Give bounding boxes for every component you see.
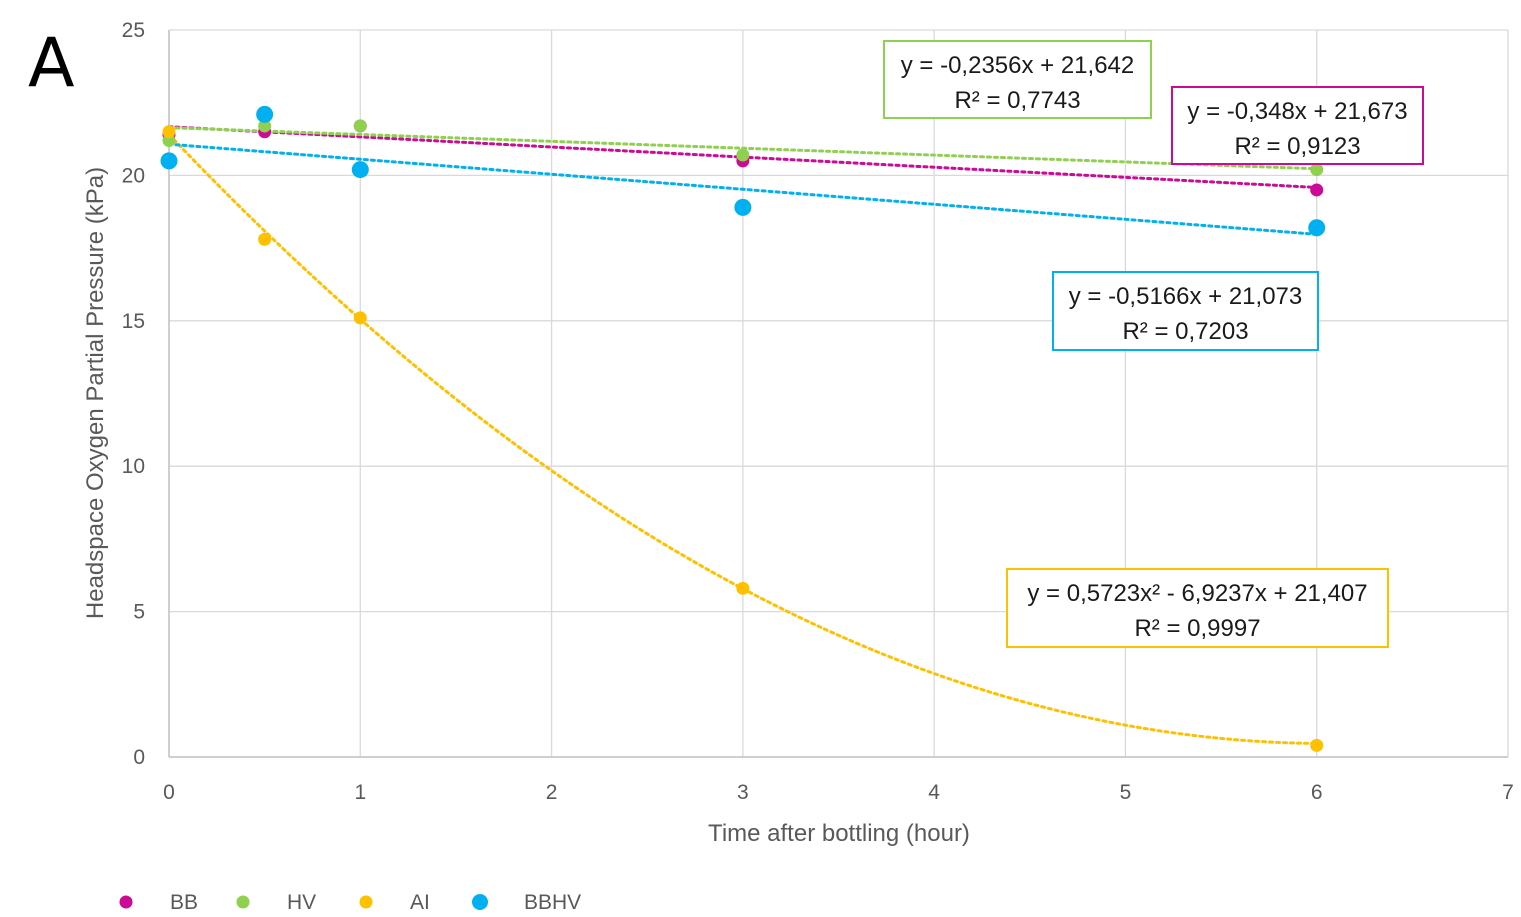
y-tick-label: 15 [122,310,145,333]
point-bbhv [256,105,274,123]
y-tick-label: 20 [122,164,145,187]
y-tick-labels: 0 5 10 15 20 25 [122,19,145,769]
point-ai [353,311,367,325]
legend-item-ai: AI [359,891,430,914]
legend-label: AI [410,891,430,914]
equation-box-bbhv: y = -0,5166x + 21,073 R² = 0,7203 [1052,271,1319,351]
point-ai [258,232,272,246]
equation-box-bb: y = -0,348x + 21,673 R² = 0,9123 [1171,86,1424,165]
equation-box-border [1052,271,1319,351]
point-bbhv [734,198,752,216]
equation-box-border [883,40,1152,119]
y-tick-label: 10 [122,455,145,478]
legend-label: BB [170,891,198,914]
point-hv [736,148,750,162]
x-tick-label: 4 [928,781,940,804]
x-tick-label: 3 [737,781,749,804]
y-tick-label: 5 [133,601,145,624]
legend-marker [472,894,488,910]
equation-boxes: y = -0,348x + 21,673 R² = 0,9123 y = -0,23… [883,40,1424,648]
legend-label: HV [287,891,316,914]
y-axis-title: Headspace Oxygen Partial Pressure (kPa) [82,167,109,619]
equation-text: y = -0,348x + 21,673 [1187,98,1407,125]
legend-marker [119,895,133,909]
x-tick-label: 6 [1311,781,1323,804]
legend-label: BBHV [524,891,581,914]
panel-label: A [28,24,75,103]
equation-box-border [1171,86,1424,165]
legend-item-bbhv: BBHV [472,891,581,914]
y-tick-label: 0 [133,746,145,769]
trendline-hv [167,126,1319,171]
y-tick-label: 25 [122,19,145,42]
point-bbhv [351,161,369,179]
point-hv [1310,163,1324,177]
r-squared-text: R² = 0,9123 [1234,133,1360,160]
x-tick-label: 1 [354,781,366,804]
legend-marker [236,895,250,909]
equation-text: y = 0,5723x² - 6,9237x + 21,407 [1027,580,1367,607]
point-bbhv [160,152,178,170]
equation-box-border [1006,568,1389,648]
x-tick-label: 7 [1502,781,1514,804]
x-tick-label: 0 [163,781,175,804]
point-bbhv [1308,219,1326,237]
legend-marker [359,895,373,909]
legend-item-hv: HV [236,891,316,914]
equation-text: y = -0,5166x + 21,073 [1069,283,1303,310]
point-ai [1310,738,1324,752]
x-axis-title: Time after bottling (hour) [708,820,970,847]
legend: BB HV AI BBHV [119,891,581,914]
r-squared-text: R² = 0,7203 [1122,318,1248,345]
point-hv [258,119,272,133]
r-squared-text: R² = 0,9997 [1134,615,1260,642]
equation-box-ai: y = 0,5723x² - 6,9237x + 21,407 R² = 0,99… [1006,568,1389,648]
x-tick-label: 2 [546,781,558,804]
equation-text: y = -0,2356x + 21,642 [901,52,1135,79]
x-tick-labels: 0 1 2 3 4 5 6 7 [163,781,1514,804]
legend-item-bb: BB [119,891,198,914]
point-hv [353,119,367,133]
x-tick-label: 5 [1120,781,1132,804]
trendline-bbhv [167,142,1319,236]
r-squared-text: R² = 0,7743 [954,87,1080,114]
point-bb [1310,183,1324,197]
axes [168,30,1508,758]
point-ai [736,581,750,595]
point-ai [162,125,176,139]
data-points [160,105,1326,752]
equation-box-hv: y = -0,2356x + 21,642 R² = 0,7743 [883,40,1152,119]
